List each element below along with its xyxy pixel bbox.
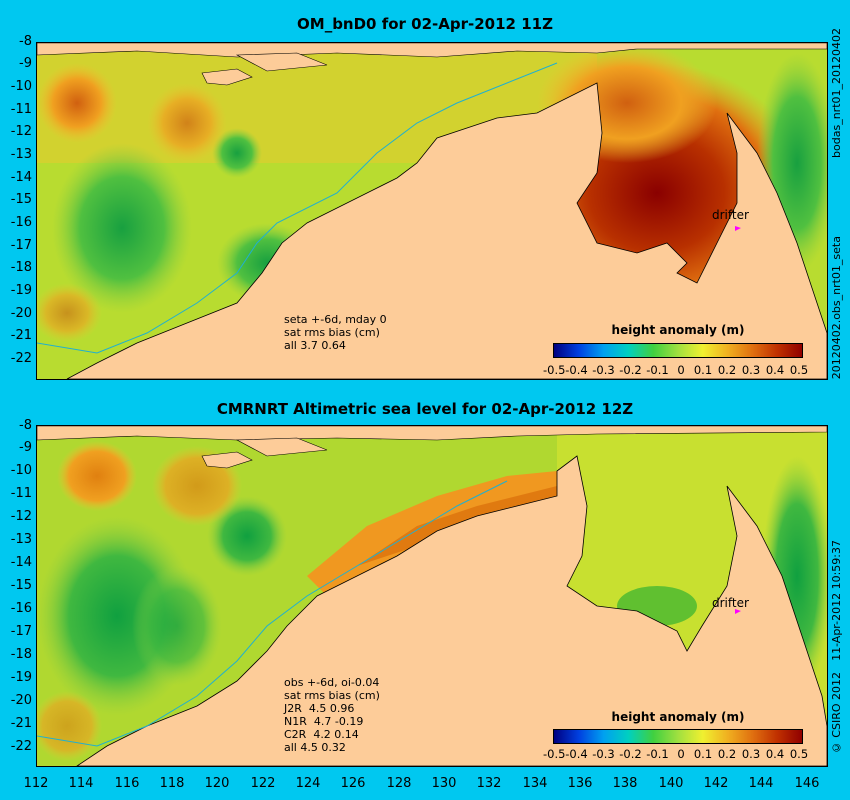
x-tick-label: 112	[23, 776, 49, 791]
y-tick-label: -8	[19, 34, 32, 49]
y-tick-label: -20	[10, 306, 32, 321]
y-tick-label: -18	[10, 647, 32, 662]
y-tick-label: -20	[10, 693, 32, 708]
top-info-text: seta +-6d, mday 0 sat rms bias (cm) all 3.…	[284, 313, 387, 352]
y-tick-label: -14	[10, 555, 32, 570]
x-tick-label: 120	[204, 776, 230, 791]
y-tick-label: -15	[10, 578, 32, 593]
y-tick-label: -8	[19, 418, 32, 433]
bottom-drifter-label: drifter	[712, 596, 749, 610]
drifter-marker	[735, 609, 741, 614]
top-map	[36, 42, 828, 380]
x-tick-label: 146	[794, 776, 820, 791]
y-tick-label: -13	[10, 532, 32, 547]
y-tick-label: -11	[10, 102, 32, 117]
y-tick-label: -14	[10, 170, 32, 185]
y-tick-label: -22	[10, 739, 32, 754]
y-tick-label: -10	[10, 79, 32, 94]
x-tick-label: 118	[159, 776, 185, 791]
top-colorbar-title: height anomaly (m)	[611, 323, 745, 337]
top-side-label-upper: bodas_nrt01_20120402	[830, 28, 843, 158]
y-tick-label: -17	[10, 624, 32, 639]
bottom-map	[36, 425, 828, 767]
y-tick-label: -19	[10, 283, 32, 298]
x-tick-label: 132	[476, 776, 502, 791]
y-tick-label: -12	[10, 509, 32, 524]
y-tick-label: -15	[10, 192, 32, 207]
bottom-info-text: obs +-6d, oi-0.04 sat rms bias (cm) J2R 4.…	[284, 676, 380, 754]
top-map-title: OM_bnD0 for 02-Apr-2012 11Z	[297, 15, 553, 33]
bottom-side-label-upper: 11-Apr-2012 10:59:37	[830, 540, 843, 661]
y-tick-label: -21	[10, 328, 32, 343]
x-tick-label: 116	[114, 776, 140, 791]
x-tick-label: 140	[658, 776, 684, 791]
top-colorbar-labels: -0.5 -0.4 -0.3 -0.2 -0.1 0 0.1 0.2 0.3 0.4 0.5	[543, 363, 809, 377]
x-tick-label: 126	[340, 776, 366, 791]
x-tick-label: 124	[295, 776, 321, 791]
bottom-colorbar-labels: -0.5 -0.4 -0.3 -0.2 -0.1 0 0.1 0.2 0.3 0.4 0.5	[543, 747, 809, 761]
x-tick-label: 134	[522, 776, 548, 791]
drifter-marker	[735, 226, 741, 231]
y-tick-label: -19	[10, 670, 32, 685]
bottom-map-title: CMRNRT Altimetric sea level for 02-Apr-2…	[216, 400, 634, 418]
bottom-colorbar	[553, 729, 803, 744]
x-tick-label: 144	[748, 776, 774, 791]
x-tick-label: 130	[431, 776, 457, 791]
y-tick-label: -11	[10, 486, 32, 501]
x-tick-label: 128	[386, 776, 412, 791]
x-tick-label: 122	[250, 776, 276, 791]
top-colorbar	[553, 343, 803, 358]
x-tick-label: 138	[612, 776, 638, 791]
x-tick-label: 114	[68, 776, 94, 791]
y-tick-label: -22	[10, 351, 32, 366]
y-tick-label: -16	[10, 215, 32, 230]
y-tick-label: -13	[10, 147, 32, 162]
y-tick-label: -9	[19, 440, 32, 455]
y-tick-label: -17	[10, 238, 32, 253]
x-tick-label: 136	[567, 776, 593, 791]
top-drifter-label: drifter	[712, 208, 749, 222]
bottom-map-canvas	[37, 426, 827, 766]
x-tick-label: 142	[703, 776, 729, 791]
y-tick-label: -16	[10, 601, 32, 616]
bottom-colorbar-title: height anomaly (m)	[611, 710, 745, 724]
bottom-side-label-lower: © CSIRO 2012	[830, 672, 843, 755]
y-tick-label: -18	[10, 260, 32, 275]
y-tick-label: -12	[10, 124, 32, 139]
y-tick-label: -21	[10, 716, 32, 731]
y-tick-label: -10	[10, 463, 32, 478]
top-side-label-lower: 20120402.obs_nrt01_seta	[830, 236, 843, 380]
top-map-canvas	[37, 43, 827, 379]
y-tick-label: -9	[19, 56, 32, 71]
